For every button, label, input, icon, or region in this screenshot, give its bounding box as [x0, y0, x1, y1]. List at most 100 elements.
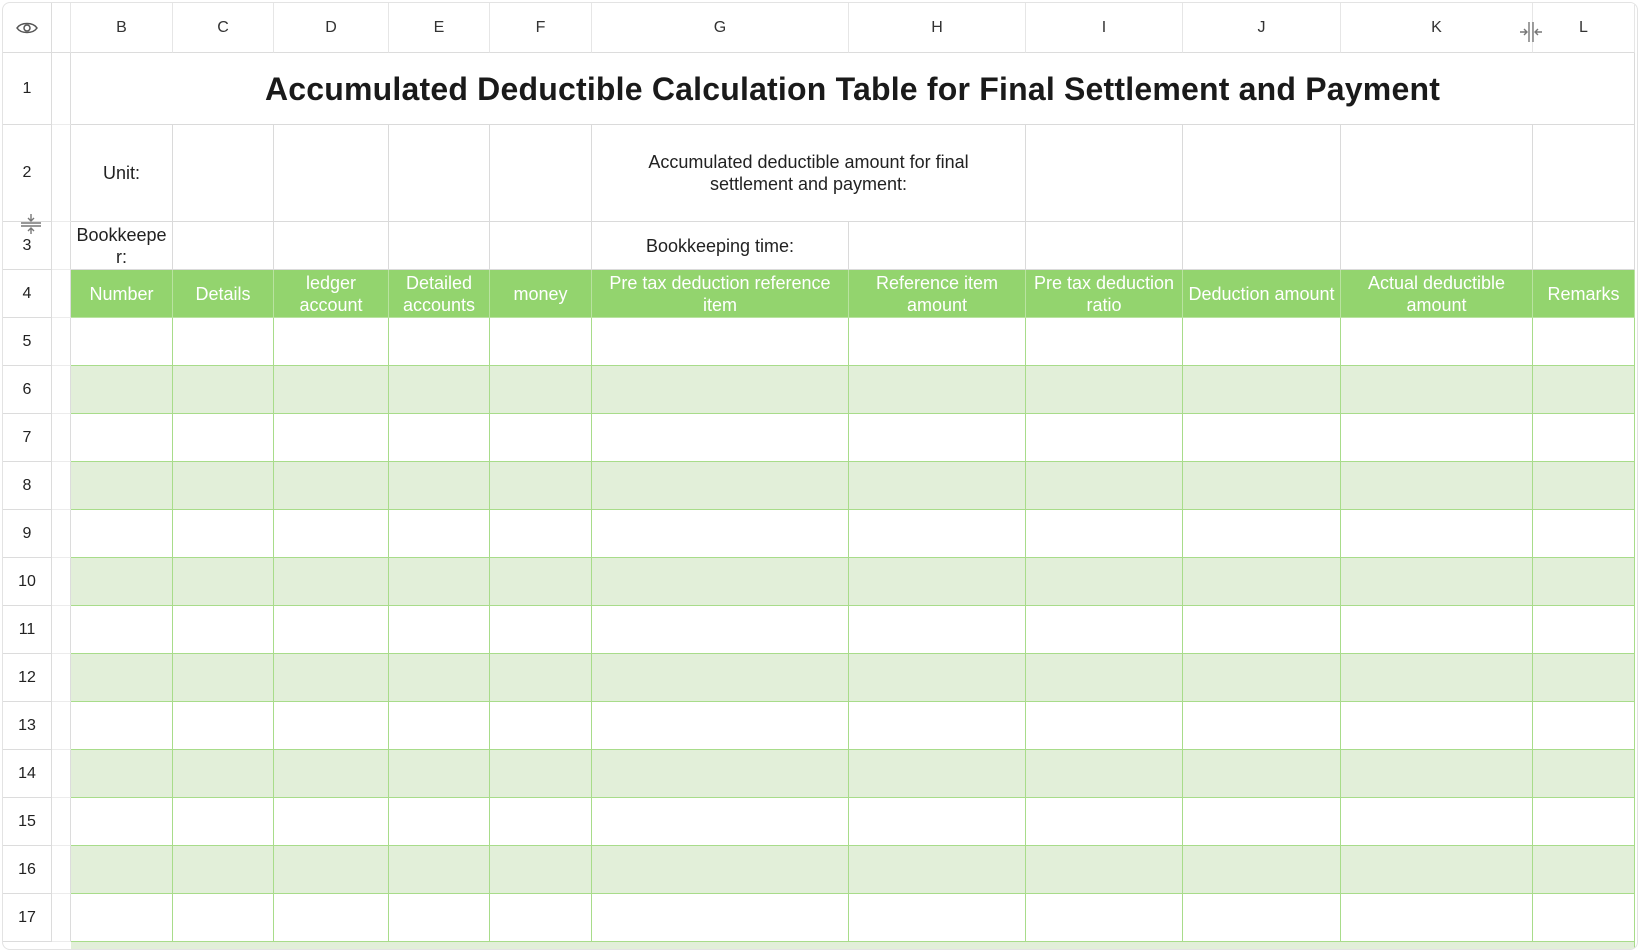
table-cell[interactable]	[71, 414, 173, 462]
column-header-f[interactable]: F	[490, 3, 592, 53]
table-cell[interactable]	[592, 510, 849, 558]
table-cell[interactable]	[1533, 894, 1635, 942]
table-row-partial[interactable]	[71, 942, 1635, 949]
cell[interactable]	[1533, 222, 1635, 270]
table-cell[interactable]	[389, 366, 490, 414]
row-header-1[interactable]: 1	[3, 53, 52, 125]
table-cell[interactable]	[389, 846, 490, 894]
table-cell[interactable]	[71, 366, 173, 414]
column-header-l[interactable]: L	[1533, 3, 1635, 53]
column-header-h[interactable]: H	[849, 3, 1026, 53]
table-cell[interactable]	[173, 462, 274, 510]
table-cell[interactable]	[389, 750, 490, 798]
table-cell[interactable]	[849, 318, 1026, 366]
table-cell[interactable]	[274, 654, 389, 702]
table-cell[interactable]	[592, 414, 849, 462]
table-cell[interactable]	[1533, 750, 1635, 798]
table-cell[interactable]	[173, 654, 274, 702]
table-cell[interactable]	[1533, 558, 1635, 606]
table-cell[interactable]	[592, 798, 849, 846]
table-cell[interactable]	[1341, 462, 1533, 510]
table-cell[interactable]	[71, 798, 173, 846]
table-cell[interactable]	[1026, 366, 1183, 414]
table-cell[interactable]	[1341, 894, 1533, 942]
cell[interactable]	[274, 125, 389, 222]
column-header-b[interactable]: B	[71, 3, 173, 53]
table-cell[interactable]	[490, 654, 592, 702]
table-cell[interactable]	[1533, 606, 1635, 654]
table-header-cell[interactable]: Deduction amount	[1183, 270, 1341, 318]
table-cell[interactable]	[1183, 654, 1341, 702]
cell[interactable]	[1183, 125, 1341, 222]
column-header-d[interactable]: D	[274, 3, 389, 53]
table-cell[interactable]	[173, 318, 274, 366]
table-cell[interactable]	[592, 750, 849, 798]
table-cell[interactable]	[1183, 414, 1341, 462]
table-cell[interactable]	[1533, 654, 1635, 702]
table-cell[interactable]	[274, 462, 389, 510]
table-header-cell[interactable]: Actual deductible amount	[1341, 270, 1533, 318]
table-cell[interactable]	[389, 702, 490, 750]
table-cell[interactable]	[389, 894, 490, 942]
table-cell[interactable]	[389, 462, 490, 510]
table-cell[interactable]	[490, 702, 592, 750]
table-cell[interactable]	[1533, 510, 1635, 558]
table-header-cell[interactable]: Number	[71, 270, 173, 318]
table-cell[interactable]	[1341, 654, 1533, 702]
column-header-g[interactable]: G	[592, 3, 849, 53]
table-cell[interactable]	[849, 702, 1026, 750]
row-header-2[interactable]: 2	[3, 125, 52, 222]
row-header-5[interactable]: 5	[3, 318, 52, 366]
table-cell[interactable]	[274, 510, 389, 558]
table-cell[interactable]	[1026, 462, 1183, 510]
table-cell[interactable]	[1183, 798, 1341, 846]
table-cell[interactable]	[173, 558, 274, 606]
table-cell[interactable]	[173, 894, 274, 942]
table-cell[interactable]	[849, 606, 1026, 654]
table-cell[interactable]	[592, 606, 849, 654]
row-header-17[interactable]: 17	[3, 894, 52, 942]
row-header-9[interactable]: 9	[3, 510, 52, 558]
table-cell[interactable]	[1183, 702, 1341, 750]
column-header-c[interactable]: C	[173, 3, 274, 53]
table-cell[interactable]	[1533, 366, 1635, 414]
table-cell[interactable]	[389, 606, 490, 654]
table-cell[interactable]	[490, 606, 592, 654]
table-cell[interactable]	[71, 558, 173, 606]
table-cell[interactable]	[1183, 558, 1341, 606]
table-cell[interactable]	[1341, 702, 1533, 750]
table-cell[interactable]	[274, 318, 389, 366]
table-cell[interactable]	[1183, 510, 1341, 558]
table-header-cell[interactable]: money	[490, 270, 592, 318]
table-cell[interactable]	[1533, 702, 1635, 750]
table-cell[interactable]	[1026, 318, 1183, 366]
table-cell[interactable]	[592, 366, 849, 414]
row-header-4[interactable]: 4	[3, 270, 52, 318]
table-cell[interactable]	[1026, 510, 1183, 558]
table-cell[interactable]	[1183, 606, 1341, 654]
table-cell[interactable]	[1026, 606, 1183, 654]
column-header-j[interactable]: J	[1183, 3, 1341, 53]
table-cell[interactable]	[1026, 846, 1183, 894]
table-cell[interactable]	[389, 318, 490, 366]
table-cell[interactable]	[274, 750, 389, 798]
table-cell[interactable]	[274, 558, 389, 606]
table-cell[interactable]	[173, 702, 274, 750]
table-cell[interactable]	[1026, 798, 1183, 846]
table-cell[interactable]	[274, 366, 389, 414]
table-cell[interactable]	[173, 414, 274, 462]
table-cell[interactable]	[173, 366, 274, 414]
row-header-8[interactable]: 8	[3, 462, 52, 510]
table-cell[interactable]	[1026, 654, 1183, 702]
table-cell[interactable]	[490, 510, 592, 558]
table-header-cell[interactable]: Details	[173, 270, 274, 318]
table-cell[interactable]	[849, 894, 1026, 942]
table-cell[interactable]	[274, 846, 389, 894]
table-header-cell[interactable]: Reference item amount	[849, 270, 1026, 318]
table-cell[interactable]	[490, 462, 592, 510]
cell[interactable]	[849, 222, 1026, 270]
cell[interactable]	[1533, 125, 1635, 222]
table-cell[interactable]	[849, 462, 1026, 510]
table-header-cell[interactable]: Detailed accounts	[389, 270, 490, 318]
table-cell[interactable]	[1026, 414, 1183, 462]
